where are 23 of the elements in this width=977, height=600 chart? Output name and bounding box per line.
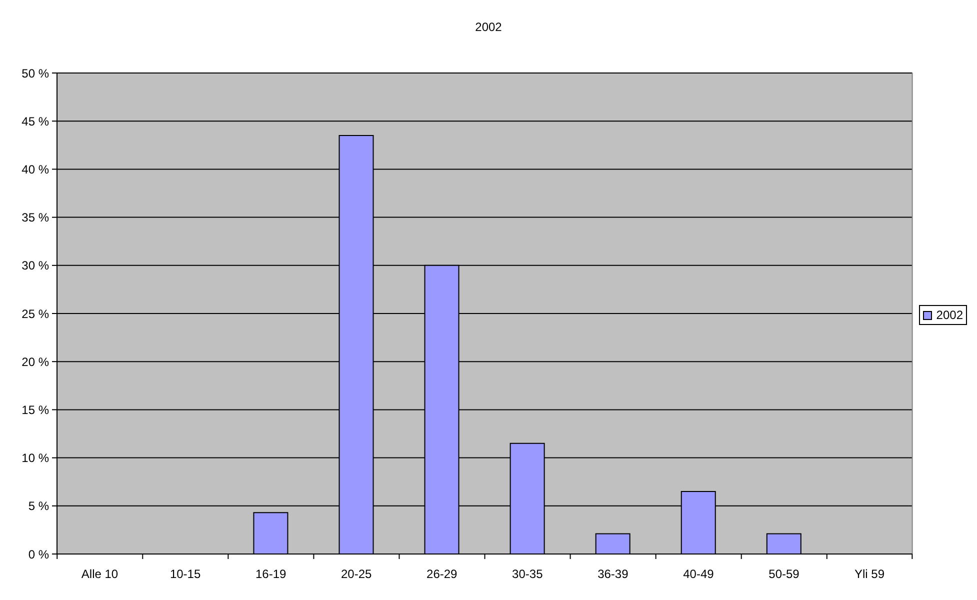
x-tick-label: Alle 10: [81, 567, 118, 581]
x-tick-label: 40-49: [683, 567, 714, 581]
y-tick-label: 30 %: [22, 258, 50, 273]
x-tick-label: 20-25: [341, 567, 372, 581]
y-tick-label: 50 %: [22, 66, 50, 80]
x-tick-label: 50-59: [768, 567, 800, 581]
x-tick-label: Yli 59: [854, 567, 885, 581]
x-tick-label: 26-29: [426, 567, 458, 581]
x-tick-label: 36-39: [598, 567, 629, 581]
x-tick-label: 30-35: [512, 567, 544, 581]
y-tick-label: 15 %: [22, 402, 50, 417]
y-tick-label: 20 %: [22, 354, 50, 369]
y-tick-label: 45 %: [22, 114, 50, 128]
chart-title: 2002: [474, 20, 503, 34]
y-tick-label: 0 %: [28, 547, 50, 562]
x-tick-label: 10-15: [170, 567, 201, 581]
x-tick-label: 16-19: [255, 567, 286, 581]
y-tick-label: 5 %: [28, 499, 50, 514]
legend-label: 2002: [936, 308, 963, 322]
y-tick-label: 25 %: [22, 306, 50, 321]
y-tick-label: 40 %: [22, 162, 50, 176]
y-tick-label: 10 %: [22, 451, 50, 466]
y-tick-label: 35 %: [22, 210, 50, 225]
